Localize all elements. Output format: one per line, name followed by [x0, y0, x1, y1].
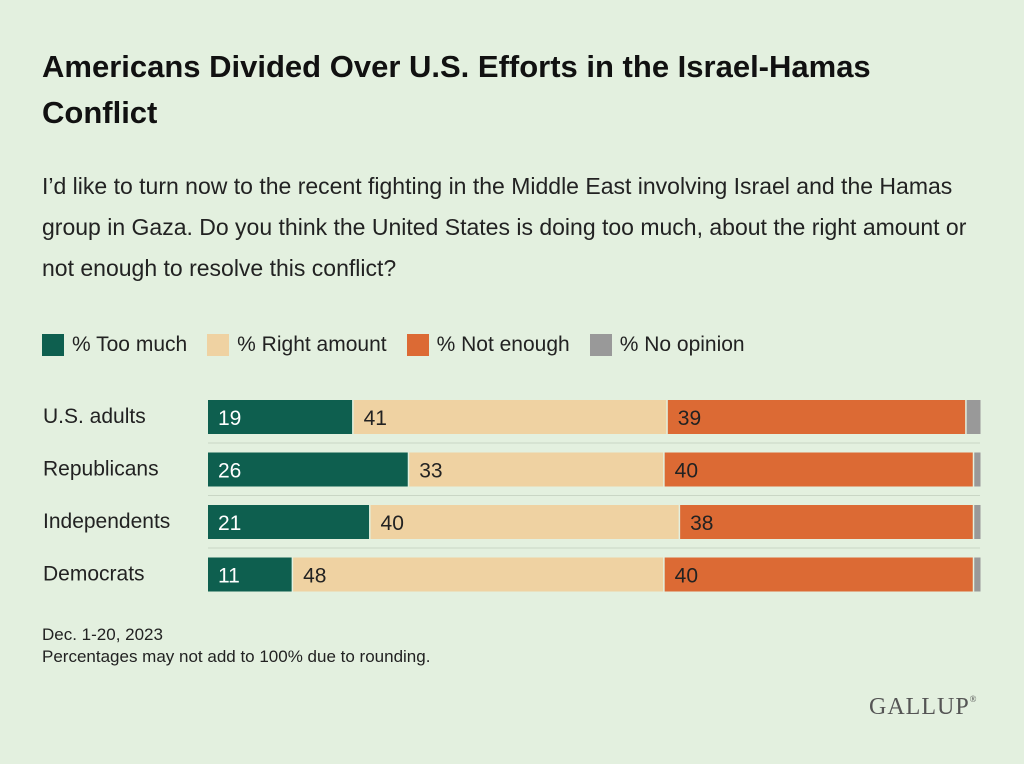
question-text: I’d like to turn now to the recent fight…: [42, 173, 967, 281]
value-label-u-s-adults-too-much: 19: [218, 407, 241, 430]
registered-mark: ®: [969, 694, 977, 704]
value-label-u-s-adults-not-enough: 39: [678, 407, 701, 430]
legend-item-too-much: % Too much: [42, 333, 187, 357]
bar-republicans-too-much: [208, 452, 408, 487]
bar-u-s-adults-right-amount: [353, 400, 667, 434]
row-label-independents: Independents: [43, 510, 170, 533]
bar-democrats-right-amount: [293, 557, 664, 592]
chart-title: Americans Divided Over U.S. Efforts in t…: [42, 49, 871, 130]
bar-u-s-adults-no-opinion: [966, 400, 981, 434]
value-label-republicans-not-enough: 40: [675, 460, 698, 483]
bar-republicans-not-enough: [664, 452, 973, 487]
value-label-independents-not-enough: 38: [690, 512, 713, 535]
value-label-republicans-too-much: 26: [218, 460, 241, 483]
footnote: Dec. 1-20, 2023 Percentages may not add …: [42, 624, 430, 668]
value-label-independents-right-amount: 40: [381, 512, 404, 535]
bar-democrats-not-enough: [664, 557, 973, 592]
legend-label-too-much: % Too much: [72, 333, 188, 356]
survey-date: Dec. 1-20, 2023: [42, 625, 163, 644]
bar-democrats-too-much: [208, 557, 292, 592]
value-label-democrats-right-amount: 48: [303, 565, 326, 588]
gallup-logo-text: GALLUP: [869, 694, 970, 720]
value-label-democrats-not-enough: 40: [675, 565, 698, 588]
legend-swatch-not-enough: [406, 334, 429, 356]
bar-independents-not-enough: [680, 505, 973, 539]
legend: % Too much % Right amount % Not enough %…: [42, 330, 765, 360]
legend-item-not-enough: % Not enough: [406, 333, 570, 357]
legend-swatch-too-much: [42, 334, 64, 356]
legend-item-no-opinion: % No opinion: [589, 333, 745, 357]
bar-republicans-no-opinion: [974, 452, 981, 487]
gallup-logo: GALLUP®: [869, 694, 977, 721]
stacked-bar-chart: U.S. adults 19 41 39 Republicans 26 33 40 Indepe…: [43, 400, 981, 592]
bar-republicans-right-amount: [409, 452, 664, 487]
legend-label-no-opinion: % No opinion: [619, 333, 745, 356]
value-label-republicans-right-amount: 33: [419, 460, 442, 483]
value-label-u-s-adults-right-amount: 41: [364, 407, 387, 430]
legend-item-right-amount: % Right amount: [207, 333, 387, 357]
rounding-note: Percentages may not add to 100% due to r…: [42, 647, 431, 666]
bar-independents-right-amount: [370, 505, 679, 539]
legend-label-right-amount: % Right amount: [237, 333, 387, 356]
row-label-democrats: Democrats: [43, 563, 145, 586]
legend-label-not-enough: % Not enough: [436, 333, 570, 356]
bar-u-s-adults-too-much: [208, 400, 353, 434]
bar-democrats-no-opinion: [974, 557, 981, 592]
legend-swatch-no-opinion: [589, 334, 612, 356]
bar-u-s-adults-not-enough: [667, 400, 966, 434]
row-label-u-s-adults: U.S. adults: [43, 405, 146, 428]
legend-swatch-right-amount: [207, 334, 230, 356]
bar-independents-no-opinion: [974, 505, 981, 539]
bar-independents-too-much: [208, 505, 370, 539]
value-label-democrats-too-much: 11: [218, 565, 240, 588]
value-label-independents-too-much: 21: [218, 512, 241, 535]
row-label-republicans: Republicans: [43, 458, 159, 481]
